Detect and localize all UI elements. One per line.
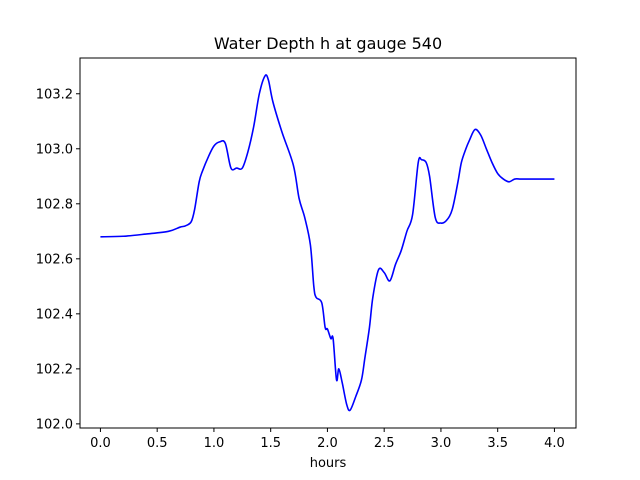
plot-area: 0.0 0.5 1.0 1.5 2.0 2.5 3.0 3.5 4.0 102.0102.210… [36, 57, 577, 451]
plot-frame [79, 57, 577, 429]
y-tick-label: 103.0 [36, 142, 73, 157]
y-tick-label: 102.0 [36, 417, 73, 432]
series-line [100, 74, 555, 412]
x-axis-label: hours [310, 456, 347, 471]
y-tick-label: 102.4 [36, 307, 73, 322]
chart-title: Water Depth h at gauge 540 [214, 34, 442, 53]
x-axis: 0.0 0.5 1.0 1.5 2.0 2.5 3.0 3.5 4.0 [90, 428, 565, 451]
y-tick-label: 102.8 [36, 197, 73, 212]
x-tick-label: 2.0 [317, 436, 338, 451]
y-axis: 102.0 102.2 102.4 102.6 102.8 103.0 103.2 [36, 87, 80, 432]
x-tick-label: 2.5 [374, 436, 395, 451]
y-tick-label: 102.6 [36, 252, 73, 267]
x-tick-label: 1.0 [204, 436, 225, 451]
x-tick-label: 4.0 [544, 436, 565, 451]
y-tick-label: 102.2 [36, 362, 73, 377]
x-tick-label: 3.5 [487, 436, 508, 451]
x-tick-label: 1.5 [260, 436, 281, 451]
x-tick-label: 0.0 [90, 436, 111, 451]
y-tick-label: 103.2 [36, 87, 73, 102]
x-tick-label: 3.0 [431, 436, 452, 451]
x-tick-label: 0.5 [147, 436, 168, 451]
